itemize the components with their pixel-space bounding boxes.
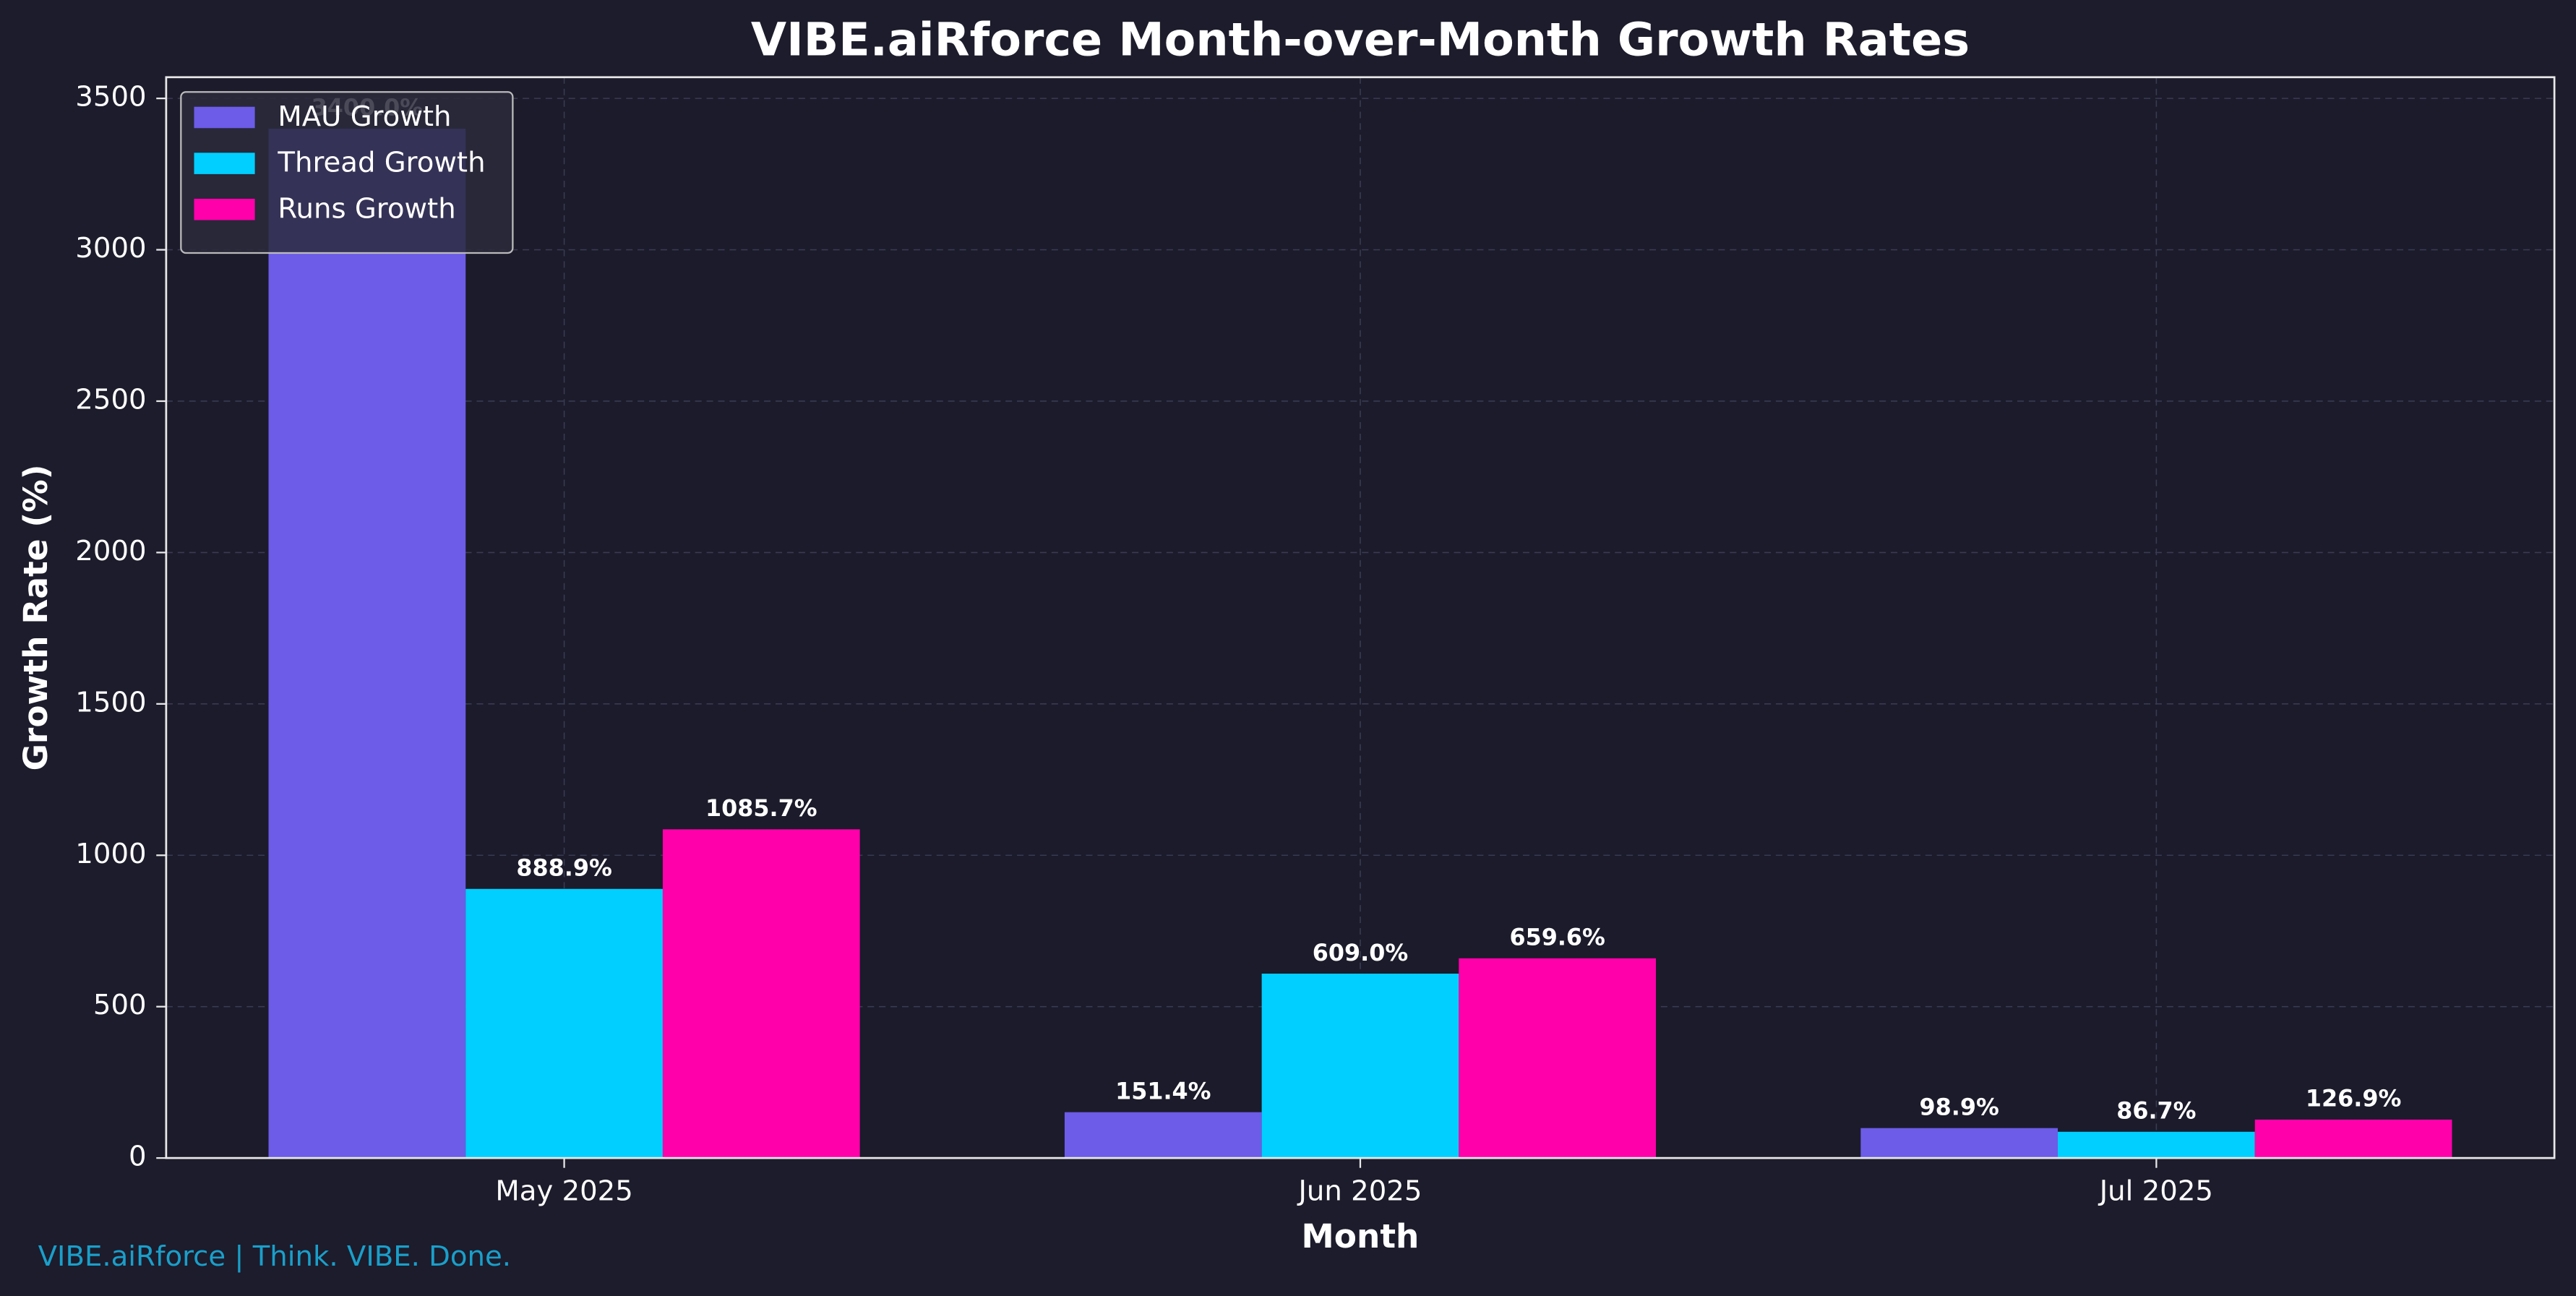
- y-tick-label: 1500: [75, 686, 146, 718]
- legend-swatch: [194, 198, 255, 220]
- bar: [662, 829, 860, 1159]
- legend-label: Runs Growth: [278, 192, 455, 225]
- x-tick-label: May 2025: [495, 1175, 632, 1207]
- y-tick-label: 3500: [75, 81, 146, 113]
- bar: [1860, 1128, 2058, 1159]
- x-tick-label: Jul 2025: [2098, 1175, 2213, 1207]
- legend: MAU Growth Thread Growth Runs Growth: [180, 91, 514, 254]
- legend-swatch: [194, 153, 255, 174]
- legend-label: MAU Growth: [278, 100, 451, 133]
- value-label: 126.9%: [2306, 1085, 2401, 1112]
- y-tick-label: 1000: [75, 838, 146, 870]
- footer: VIBE.aiRforce | Think. VIBE. Done.: [38, 1240, 511, 1273]
- y-tick-label: 3000: [75, 232, 146, 265]
- bar: [2058, 1131, 2255, 1159]
- bar: [1261, 974, 1459, 1159]
- x-tick-label: Jun 2025: [1297, 1175, 1422, 1207]
- bar: [268, 129, 466, 1159]
- legend-swatch: [194, 106, 255, 129]
- value-label: 98.9%: [1920, 1093, 1999, 1120]
- value-label: 151.4%: [1115, 1077, 1211, 1104]
- bar: [1459, 958, 1657, 1159]
- bar: [1064, 1112, 1262, 1159]
- value-label: 1085.7%: [705, 794, 817, 822]
- y-tick-label: 500: [93, 989, 147, 1021]
- value-label: 86.7%: [2116, 1097, 2196, 1125]
- legend-label: Thread Growth: [277, 147, 485, 179]
- y-tick-label: 0: [129, 1141, 147, 1173]
- bar: [2254, 1119, 2452, 1159]
- chart-title: VIBE.aiRforce Month-over-Month Growth Ra…: [751, 14, 1970, 67]
- value-label: 888.9%: [516, 854, 611, 882]
- x-axis-label: Month: [1302, 1217, 1420, 1256]
- value-label: 609.0%: [1313, 939, 1408, 966]
- bars: 3400.0%888.9%1085.7%151.4%609.0%659.6%98…: [268, 94, 2452, 1159]
- y-tick-label: 2000: [75, 535, 146, 567]
- legend-box: [180, 91, 514, 254]
- y-tick-label: 2500: [75, 383, 146, 416]
- value-label: 659.6%: [1509, 924, 1605, 951]
- y-axis-label: Growth Rate (%): [17, 465, 55, 771]
- bar: [465, 888, 663, 1159]
